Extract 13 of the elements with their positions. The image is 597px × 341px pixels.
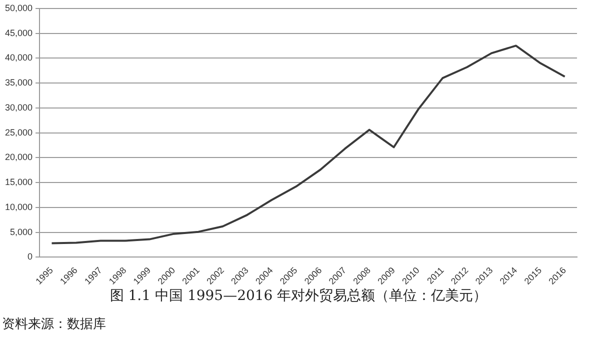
y-tick-label: 35,000 [4,78,33,88]
y-tick-label: 5,000 [10,226,33,237]
y-tick-label: 25,000 [4,127,33,138]
y-tick-label: 45,000 [4,28,33,38]
y-tick-label: 50,000 [4,2,33,13]
y-tick-label: 40,000 [4,52,33,63]
text: 图 1.1 中国 1995—2016 年对外贸易总额（单位：亿美元） [108,287,488,305]
y-tick-label: 0 [28,252,33,262]
y-tick-label: 30,000 [4,102,33,112]
y-tick-label: 15,000 [4,177,33,188]
text: 资料来源：数据库 [2,316,106,333]
y-tick-label: 20,000 [4,152,33,162]
y-tick-label: 10,000 [4,202,33,212]
